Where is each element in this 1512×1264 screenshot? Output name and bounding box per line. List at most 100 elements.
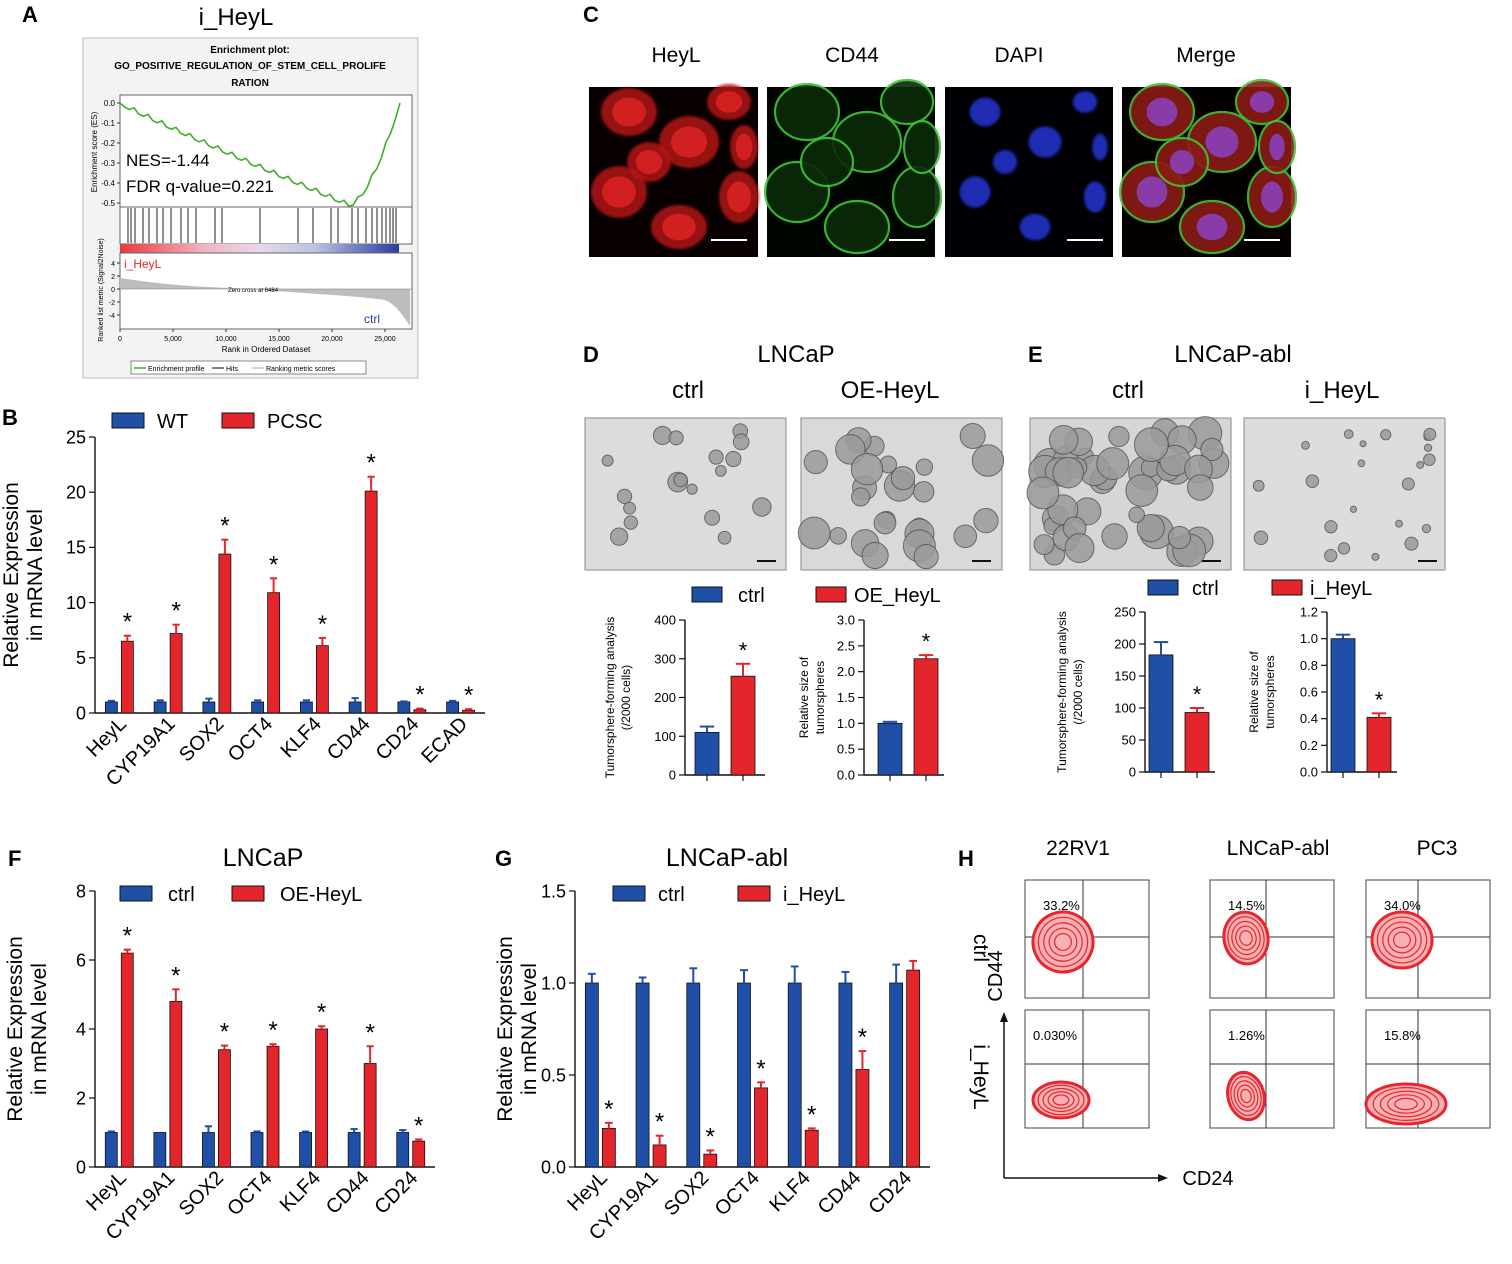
significance-star: * bbox=[317, 999, 326, 1026]
category-label: SOX2 bbox=[175, 713, 228, 766]
y-axis-label: in mRNA level bbox=[518, 963, 541, 1095]
category-label: CD44 bbox=[322, 1167, 374, 1219]
tumorsphere bbox=[717, 530, 732, 545]
legend-label: WT bbox=[157, 411, 188, 433]
bar-ctrl bbox=[877, 722, 903, 776]
tumorsphere bbox=[971, 444, 1005, 477]
tumorsphere bbox=[686, 483, 698, 495]
flow-contour bbox=[1240, 1088, 1252, 1104]
y-tick-label: 100 bbox=[1114, 701, 1136, 716]
tumorsphere bbox=[1337, 542, 1351, 555]
y-tick-label: 3.0 bbox=[837, 613, 855, 628]
bar-ctrl bbox=[838, 982, 853, 1168]
significance-star: * bbox=[604, 1096, 613, 1123]
gsea-es-plot bbox=[119, 94, 413, 208]
tumorsphere bbox=[1128, 506, 1145, 524]
dapi-nucleus bbox=[969, 97, 1001, 127]
y-axis-label: tumorspheres bbox=[1263, 655, 1277, 728]
tumorsphere bbox=[890, 465, 916, 491]
bar-ctrl bbox=[299, 1132, 312, 1168]
tumorsphere bbox=[1133, 427, 1169, 463]
significance-star: * bbox=[318, 611, 327, 638]
category-label: CD44 bbox=[814, 1167, 866, 1219]
legend-swatch bbox=[231, 885, 265, 902]
cd44-membrane bbox=[879, 78, 935, 126]
y-tick-label: 0.5 bbox=[837, 742, 855, 757]
heyl-nucleus bbox=[727, 181, 751, 213]
category-label: CD44 bbox=[323, 713, 375, 765]
flow-contour bbox=[1382, 921, 1422, 959]
significance-star: * bbox=[415, 682, 424, 709]
dapi-nucleus bbox=[992, 150, 1018, 174]
tumorsphere bbox=[1421, 523, 1432, 534]
tumorsphere bbox=[1349, 505, 1358, 513]
nes-value: NES=-1.44 bbox=[126, 151, 210, 170]
flow-contour bbox=[1379, 1090, 1433, 1118]
category-label: KLF4 bbox=[277, 713, 326, 762]
es-tick-label: -0.1 bbox=[101, 119, 115, 128]
bar-treat bbox=[363, 1063, 377, 1168]
tumorsphere bbox=[623, 501, 637, 515]
legend-e-swatch-ctrl bbox=[1147, 579, 1179, 596]
panel-letter-h: H bbox=[958, 846, 974, 871]
bar-treat bbox=[1366, 716, 1392, 773]
heyl-nucleus bbox=[602, 176, 636, 208]
y-tick-label: 1.5 bbox=[541, 881, 566, 901]
flow-col-lncap-abl: LNCaP-abl bbox=[1227, 837, 1330, 860]
chart-b: 0 5 10 15 20 25 Relative Expression in mRNA lev… bbox=[0, 411, 485, 791]
tumorsphere bbox=[673, 472, 688, 488]
cd44-membrane bbox=[891, 165, 943, 229]
y-axis-label: (/2000 cells) bbox=[619, 665, 633, 730]
heyl-nucleus bbox=[715, 91, 743, 113]
y-tick-label: 300 bbox=[654, 651, 676, 666]
y-tick-label: 200 bbox=[1114, 637, 1136, 652]
y-tick-label: 100 bbox=[654, 729, 676, 744]
significance-star: * bbox=[858, 1024, 867, 1051]
metric-neg-label: ctrl bbox=[364, 312, 380, 326]
y-axis-label: Relative Expression bbox=[4, 936, 27, 1122]
dapi-nucleus bbox=[959, 176, 991, 208]
tumorsphere bbox=[609, 527, 629, 546]
bar-ctrl bbox=[202, 1132, 215, 1168]
bar-ctrl bbox=[153, 1132, 167, 1168]
bar-treat bbox=[169, 633, 183, 714]
flow-x-arrow-head bbox=[1158, 1174, 1168, 1182]
y-tick-label: 15 bbox=[66, 538, 86, 558]
flow-row-ctrl: ctrl bbox=[969, 934, 992, 962]
panel-letter-d: D bbox=[583, 342, 599, 367]
dapi-nucleus bbox=[1028, 126, 1062, 158]
significance-star: * bbox=[220, 1019, 229, 1046]
gsea-metric-label: Ranked list metric (Signal2Noise) bbox=[98, 238, 105, 341]
flow-percent: 33.2% bbox=[1043, 898, 1080, 913]
tumorsphere bbox=[1423, 453, 1436, 466]
legend-label: i_HeyL bbox=[783, 884, 845, 906]
dapi-nucleus bbox=[1072, 91, 1098, 113]
tumorsphere bbox=[752, 497, 772, 517]
es-tick-label: -0.4 bbox=[101, 179, 115, 188]
y-axis-label: (/2000 cells) bbox=[1071, 659, 1085, 724]
gsea-rank-bar bbox=[120, 244, 399, 253]
tumorsphere bbox=[1305, 474, 1320, 488]
panel-letter-f: F bbox=[8, 846, 21, 871]
gsea-plot-title-2: GO_POSITIVE_REGULATION_OF_STEM_CELL_PROL… bbox=[114, 61, 386, 72]
merge-nucleus bbox=[1249, 91, 1275, 113]
significance-star: * bbox=[922, 629, 931, 654]
panel-d-label-ctrl: ctrl bbox=[672, 377, 704, 404]
legend-e-iheyl: i_HeyL bbox=[1310, 578, 1372, 600]
chart-d-count: 0 100 200 300 400 Tumorsphere-forming analysi… bbox=[603, 613, 765, 783]
bar-treat bbox=[1184, 712, 1210, 773]
bar-ctrl bbox=[347, 1132, 361, 1168]
significance-star: * bbox=[220, 513, 229, 540]
y-axis-label: Tumorsphere-forming analysis bbox=[1055, 611, 1069, 773]
metric-pos-label: i_HeyL bbox=[124, 257, 162, 271]
y-tick-label: 50 bbox=[1122, 733, 1136, 748]
bar-treat bbox=[364, 490, 378, 714]
bar-ctrl bbox=[251, 701, 265, 714]
flow-contour bbox=[1227, 916, 1265, 960]
tumorsphere bbox=[1404, 536, 1419, 551]
y-tick-label: 8 bbox=[76, 881, 86, 901]
bar-ctrl bbox=[787, 982, 802, 1168]
if-label-cd44: CD44 bbox=[825, 44, 879, 67]
ranking-metric-area bbox=[120, 278, 410, 326]
